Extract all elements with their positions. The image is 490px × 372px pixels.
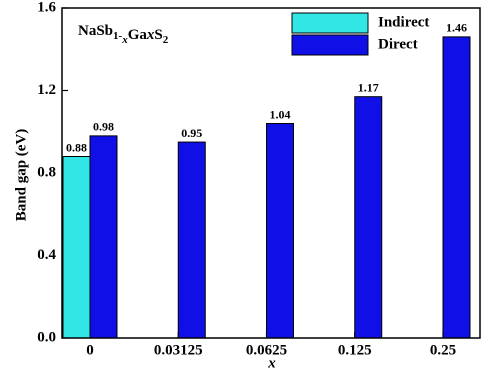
bar [89, 135, 118, 339]
annotation-part: 2 [163, 34, 169, 46]
x-tick-label: 0.03125 [154, 342, 203, 358]
data-label: 1.17 [358, 80, 379, 94]
x-tick-label: 0.0625 [246, 342, 287, 358]
plot-frame [61, 7, 481, 339]
annotation-part: 1- [113, 30, 123, 42]
y-tick-label: 1.6 [37, 0, 56, 15]
x-tick-label: 0 [86, 342, 94, 358]
x-axis-label: x [267, 355, 276, 371]
bar [62, 156, 91, 339]
x-tick-label: 0.125 [338, 342, 372, 358]
bar [442, 36, 471, 339]
data-label: 0.98 [93, 120, 114, 134]
y-tick-label: 0.8 [37, 164, 56, 180]
data-label: 0.95 [181, 126, 202, 140]
data-label: 0.88 [66, 140, 87, 154]
legend-swatch [291, 12, 369, 34]
bar [354, 96, 383, 339]
y-axis-label: Band gap (eV) [13, 129, 29, 222]
annotation: NaSb1-xGaxS2 [78, 23, 169, 45]
annotation-part: Ga [128, 27, 148, 43]
y-tick-label: 0.0 [37, 329, 56, 345]
legend-label: Indirect [378, 14, 429, 30]
x-tick-label: 0.25 [430, 342, 456, 358]
annotation-part: x [146, 27, 155, 43]
bar [266, 123, 294, 339]
annotation-part: x [121, 34, 128, 46]
legend-swatch [291, 34, 369, 56]
data-label: 1.04 [270, 107, 291, 121]
data-label: 1.46 [446, 21, 467, 35]
bar [177, 141, 206, 339]
annotation-part: S [154, 27, 162, 43]
legend-label: Direct [378, 36, 418, 52]
y-tick-label: 0.4 [37, 247, 56, 263]
annotation-part: NaSb [78, 23, 113, 39]
y-tick-label: 1.2 [37, 82, 56, 98]
